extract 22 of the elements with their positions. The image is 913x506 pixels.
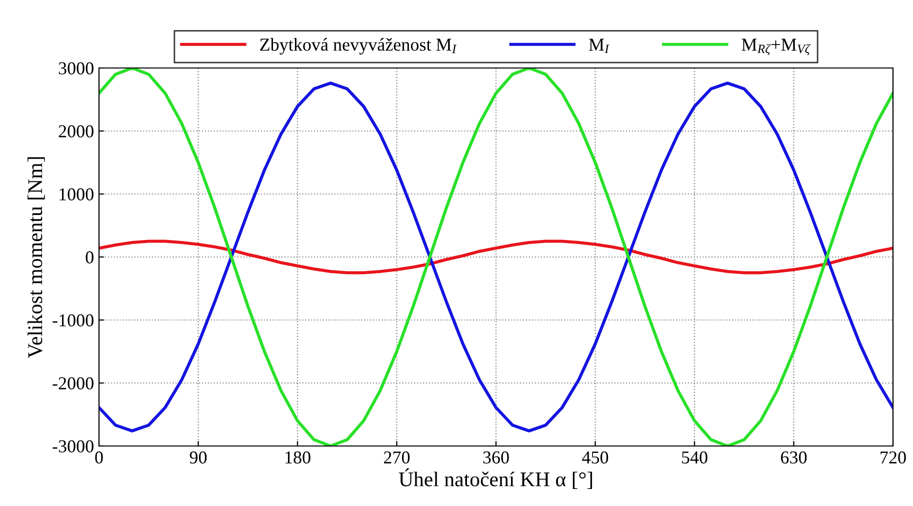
legend-label: Zbytková nevyváženost M$_{I}$ [260,38,457,54]
y-tick-label: -3000 [52,440,94,452]
y-tick-label: -2000 [52,377,94,390]
y-tick-label: -1000 [52,314,94,326]
legend-label: M$_{Rζ}$+M$_{Vζ}$ [742,38,811,56]
legend-label: M$_{I}$ [588,38,610,54]
x-tick-label: 450 [582,451,608,464]
y-axis-title: Velikost momentu [Nm] [28,157,45,358]
x-tick-label: 0 [95,451,103,464]
y-tick-label: 1000 [60,188,94,200]
y-tick-label: 3000 [58,62,94,74]
line-series [99,240,893,274]
x-tick-label: 540 [682,451,708,464]
x-tick-label: 90 [190,451,207,464]
x-tick-label: 720 [880,451,906,464]
x-tick-label: 180 [286,451,310,464]
x-tick-label: 270 [384,451,410,464]
x-tick-label: 360 [483,451,509,464]
y-tick-label: 2000 [58,125,94,138]
x-tick-label: 630 [780,451,807,464]
x-axis-title: Úhel natočení KH α [°] [398,468,592,489]
y-tick-label: 0 [86,251,94,264]
